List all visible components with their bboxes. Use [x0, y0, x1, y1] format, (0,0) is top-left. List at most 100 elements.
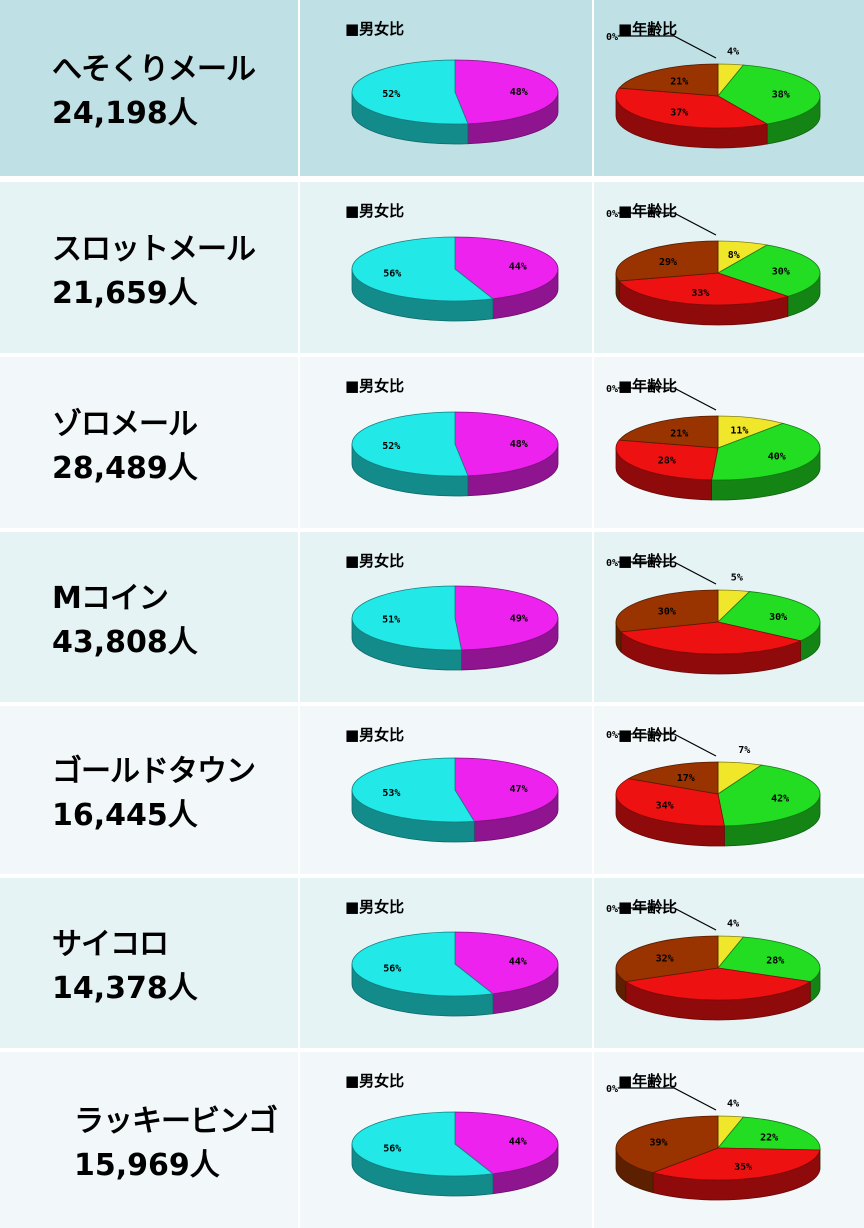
age-slice-red-label: 35%: [734, 1162, 752, 1173]
female-slice-label: 56%: [383, 964, 401, 975]
zero-percent-leader: [618, 212, 717, 236]
male-slice-label: 44%: [509, 1136, 527, 1147]
column-divider: [592, 182, 594, 353]
male-slice: [454, 411, 559, 477]
male-slice-label: 47%: [510, 784, 528, 795]
gender-ratio-title: ■男女比: [345, 1072, 405, 1090]
age-slice-brown: [615, 935, 719, 983]
age-slice-red: [651, 1147, 821, 1181]
age-slice-green-label: 30%: [769, 612, 787, 623]
service-name: ラッキービンゴ: [74, 1104, 278, 1139]
female-slice-label: 56%: [383, 1144, 401, 1155]
age-slice-brown: [618, 415, 719, 449]
male-slice: [454, 757, 559, 822]
female-slice: [351, 585, 462, 651]
service-row: ゾロメール 28,489人 ■男女比 ■年齢比 48% 52% 11% 40% 28% 21% 0%: [0, 357, 864, 528]
age-pie-chart: 4% 38% 37% 21% 0%: [606, 32, 821, 149]
female-slice: [351, 411, 469, 477]
gender-ratio-title: ■男女比: [345, 20, 405, 38]
gender-ratio-title: ■男女比: [345, 202, 405, 220]
male-slice-label: 44%: [509, 261, 527, 272]
age-slice-yellow: [717, 415, 785, 449]
male-slice-label: 48%: [510, 439, 528, 450]
age-pie-chart: 4% 22% 35% 39% 0%: [606, 1084, 821, 1201]
service-row: ゴールドタウン 16,445人 ■男女比 ■年齢比 47% 53% 7% 42% 34% 17% 0…: [0, 706, 864, 874]
age-slice-green-label: 40%: [768, 451, 786, 462]
female-slice-label: 52%: [382, 441, 400, 452]
zero-percent-leader: [618, 561, 717, 585]
column-divider: [592, 0, 594, 176]
gender-pie-chart: 48% 52%: [351, 59, 559, 145]
service-name: Mコイン: [52, 581, 169, 616]
zero-percent-label: 0%: [606, 904, 618, 915]
age-ratio-title: ■年齢比: [618, 726, 678, 744]
age-slice-brown-label: 32%: [656, 953, 674, 964]
gender-pie-chart: 48% 52%: [351, 411, 559, 497]
zero-percent-leader: [618, 387, 717, 411]
service-name: ゴールドタウン: [52, 754, 256, 789]
age-ratio-title: ■年齢比: [618, 377, 678, 395]
age-slice-green: [711, 422, 821, 481]
age-slice-green-label: 22%: [760, 1132, 778, 1143]
female-slice-label: 53%: [382, 788, 400, 799]
age-slice-green: [717, 1116, 821, 1151]
zero-percent-label: 0%: [606, 384, 618, 395]
age-pie-chart: 11% 40% 28% 21% 0%: [606, 384, 821, 501]
age-slice-yellow-label: 11%: [730, 425, 748, 436]
age-pie-chart: 7% 42% 34% 17% 0%: [606, 730, 821, 847]
zero-percent-leader: [618, 1087, 717, 1111]
male-slice-label: 44%: [509, 956, 527, 967]
column-divider: [592, 532, 594, 702]
service-name: サイコロ: [52, 927, 169, 962]
age-slice-yellow-label: 4%: [727, 47, 739, 58]
male-slice: [454, 1111, 559, 1175]
age-pie-chart: 4% 28% 32% 0%: [606, 904, 821, 1021]
zero-percent-label: 0%: [606, 558, 618, 569]
column-divider: [298, 357, 300, 528]
gender-ratio-title: ■男女比: [345, 552, 405, 570]
user-count: 24,198人: [52, 96, 198, 131]
service-row: スロットメール 21,659人 ■男女比 ■年齢比 44% 56% 8% 30% 33% 29% 0…: [0, 182, 864, 353]
age-slice-red-label: 37%: [670, 108, 688, 119]
age-slice-brown-label: 39%: [649, 1137, 667, 1148]
male-slice-label: 48%: [510, 87, 528, 98]
column-divider: [298, 532, 300, 702]
age-slice-green: [717, 244, 821, 297]
gender-ratio-title: ■男女比: [345, 377, 405, 395]
age-slice-green: [717, 764, 821, 827]
service-row: ラッキービンゴ 15,969人 ■男女比 ■年齢比 44% 56% 4% 22% 35% 39% 0…: [0, 1052, 864, 1228]
column-divider: [592, 357, 594, 528]
age-ratio-title: ■年齢比: [618, 898, 678, 916]
age-slice-brown: [615, 589, 719, 633]
gender-pie-chart: 44% 56%: [351, 1111, 559, 1197]
column-divider: [592, 706, 594, 874]
age-slice-brown: [618, 63, 719, 97]
female-slice: [351, 931, 494, 997]
gender-pie-chart: 47% 53%: [351, 757, 559, 843]
column-divider: [298, 706, 300, 874]
user-count: 14,378人: [52, 971, 198, 1006]
gender-pie-chart: 44% 56%: [351, 931, 559, 1017]
age-slice-yellow-label: 7%: [738, 745, 750, 756]
age-slice-red-label: 34%: [656, 801, 674, 812]
age-slice-brown-label: 21%: [670, 428, 688, 439]
age-slice-red: [615, 87, 769, 129]
service-row: サイコロ 14,378人 ■男女比 ■年齢比 44% 56% 4% 28% 32% 0%: [0, 878, 864, 1048]
age-slice-green: [717, 936, 821, 983]
column-divider: [592, 878, 594, 1048]
age-ratio-title: ■年齢比: [618, 202, 678, 220]
service-row: Mコイン 43,808人 ■男女比 ■年齢比 49% 51% 5% 30% 30% 0%: [0, 532, 864, 702]
age-slice-brown: [615, 240, 719, 282]
user-count: 28,489人: [52, 450, 198, 486]
age-slice-green: [717, 64, 821, 125]
age-slice-green-label: 30%: [772, 267, 790, 278]
column-divider: [298, 182, 300, 353]
age-slice-brown: [627, 761, 719, 795]
age-ratio-title: ■年齢比: [618, 1072, 678, 1090]
female-slice-label: 51%: [382, 615, 400, 626]
zero-percent-leader: [618, 733, 717, 757]
gender-ratio-title: ■男女比: [345, 726, 405, 744]
user-count: 43,808人: [52, 625, 198, 660]
user-count: 21,659人: [52, 275, 198, 311]
